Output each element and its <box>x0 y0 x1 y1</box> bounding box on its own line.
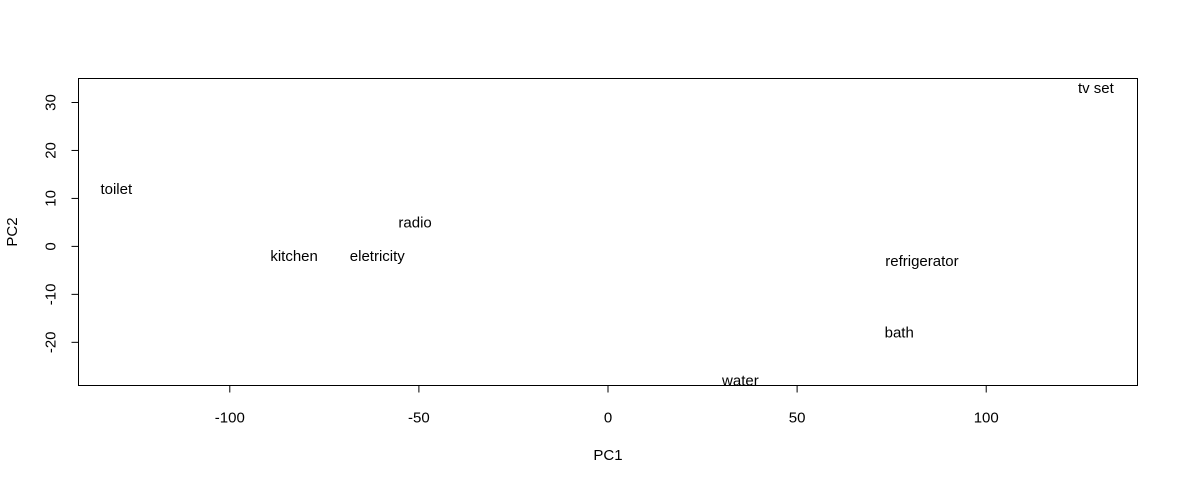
x-tick-label: 0 <box>604 410 612 427</box>
y-tick-label: 20 <box>43 142 60 159</box>
point-label: bath <box>885 325 914 342</box>
point-label: refrigerator <box>885 253 958 270</box>
x-tick-label: -100 <box>215 410 245 427</box>
point-label: toilet <box>100 181 133 198</box>
y-tick-label: 30 <box>43 94 60 111</box>
x-axis-label: PC1 <box>593 447 622 464</box>
x-tick-label: 50 <box>789 410 806 427</box>
y-tick-label: -20 <box>43 331 60 353</box>
point-label: water <box>721 373 759 390</box>
point-label: kitchen <box>270 248 318 265</box>
point-label: eletricity <box>350 248 406 265</box>
y-axis: -20 -10 0 10 20 30 <box>43 94 79 353</box>
y-tick-label: 0 <box>43 242 60 250</box>
plot-frame <box>78 78 1138 386</box>
y-tick-label: -10 <box>43 284 60 306</box>
y-tick-label: 10 <box>43 190 60 207</box>
x-axis: -100 -50 0 50 100 <box>215 385 999 427</box>
point-label: radio <box>398 214 431 231</box>
y-axis-label: PC2 <box>4 217 21 246</box>
x-tick-label: -50 <box>408 410 430 427</box>
point-label: tv set <box>1078 80 1115 97</box>
x-tick-label: 100 <box>974 410 999 427</box>
point-labels: tv set toilet radio kitchen eletricity refrig… <box>100 80 1114 390</box>
